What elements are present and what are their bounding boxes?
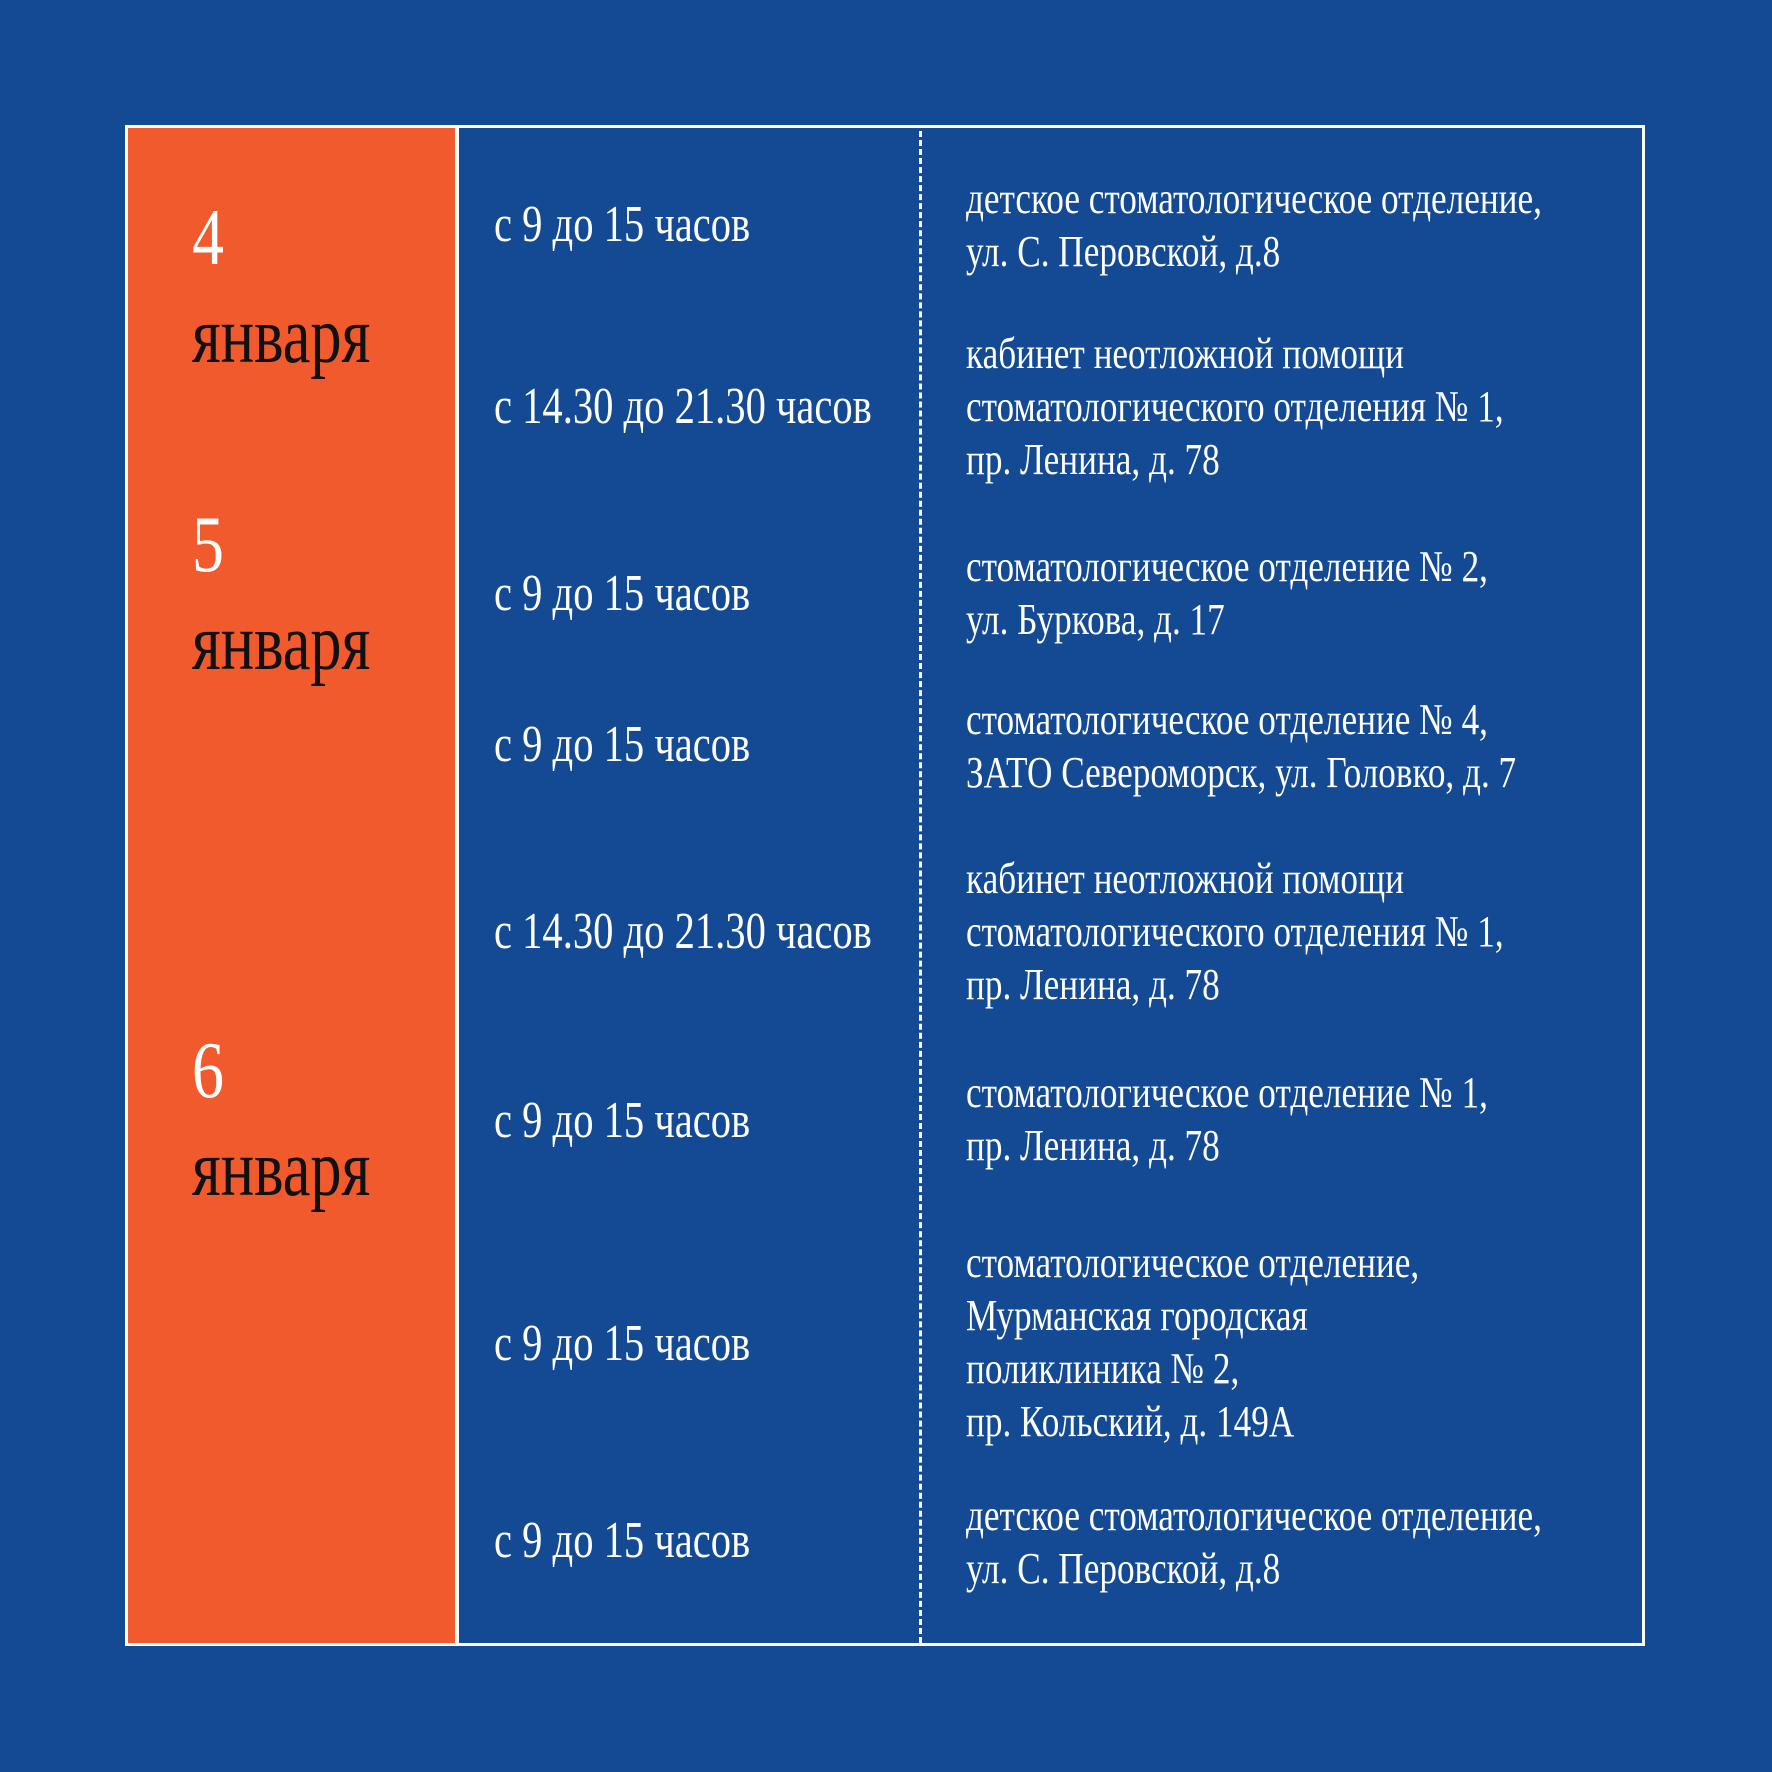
row-time: с 9 до 15 часов: [494, 1315, 751, 1372]
date-block-5: 5 января: [192, 497, 421, 693]
row-place: стоматологическое отделение № 2, ул. Бур…: [966, 540, 1488, 646]
row-time: с 9 до 15 часов: [494, 196, 751, 253]
place-line: пр. Ленина, д. 78: [966, 435, 1220, 484]
row-place: стоматологическое отделение № 1, пр. Лен…: [966, 1066, 1488, 1172]
date-block-6: 6 января: [192, 1023, 421, 1219]
place-line: ул. С. Перовской, д.8: [966, 1544, 1281, 1593]
date-column: [128, 128, 455, 1643]
date-block-4: 4 января: [192, 190, 421, 386]
place-line: детское стоматологическое отделение,: [966, 1491, 1542, 1540]
place-line: пр. Кольский, д. 149А: [966, 1397, 1295, 1446]
date-day: 6: [192, 1027, 224, 1115]
place-line: кабинет неотложной помощи: [966, 329, 1404, 378]
row-time: с 9 до 15 часов: [494, 716, 751, 773]
place-line: ул. С. Перовской, д.8: [966, 227, 1281, 276]
place-line: пр. Ленина, д. 78: [966, 960, 1220, 1009]
date-month: января: [192, 292, 371, 380]
place-line: детское стоматологическое отделение,: [966, 174, 1542, 223]
column-divider: [455, 128, 459, 1643]
schedule-frame: [125, 125, 1645, 1646]
date-month: января: [192, 1125, 371, 1213]
row-place: кабинет неотложной помощи стоматологичес…: [966, 852, 1504, 1011]
place-line: ул. Буркова, д. 17: [966, 595, 1225, 644]
date-month: января: [192, 599, 371, 687]
date-day: 5: [192, 501, 224, 589]
row-time: с 9 до 15 часов: [494, 1092, 751, 1149]
place-line: стоматологическое отделение № 4,: [966, 695, 1488, 744]
place-line: Мурманская городская: [966, 1291, 1308, 1340]
place-line: стоматологическое отделение № 2,: [966, 542, 1488, 591]
row-time: с 9 до 15 часов: [494, 565, 751, 622]
place-line: стоматологическое отделение № 1,: [966, 1068, 1488, 1117]
row-time: с 9 до 15 часов: [494, 1512, 751, 1569]
row-place: детское стоматологическое отделение, ул.…: [966, 1489, 1542, 1595]
row-time: с 14.30 до 21.30 часов: [494, 378, 872, 435]
row-place: кабинет неотложной помощи стоматологичес…: [966, 327, 1504, 486]
place-line: пр. Ленина, д. 78: [966, 1121, 1220, 1170]
place-line: ЗАТО Североморск, ул. Головко, д. 7: [966, 748, 1517, 797]
date-day: 4: [192, 194, 224, 282]
dashed-divider: [919, 131, 922, 1643]
row-place: детское стоматологическое отделение, ул.…: [966, 172, 1542, 278]
place-line: кабинет неотложной помощи: [966, 854, 1404, 903]
place-line: стоматологического отделения № 1,: [966, 907, 1504, 956]
row-time: с 14.30 до 21.30 часов: [494, 903, 872, 960]
row-place: стоматологическое отделение, Мурманская …: [966, 1236, 1419, 1448]
place-line: стоматологическое отделение,: [966, 1238, 1420, 1287]
place-line: поликлиника № 2,: [966, 1344, 1240, 1393]
row-place: стоматологическое отделение № 4, ЗАТО Се…: [966, 693, 1516, 799]
place-line: стоматологического отделения № 1,: [966, 382, 1504, 431]
